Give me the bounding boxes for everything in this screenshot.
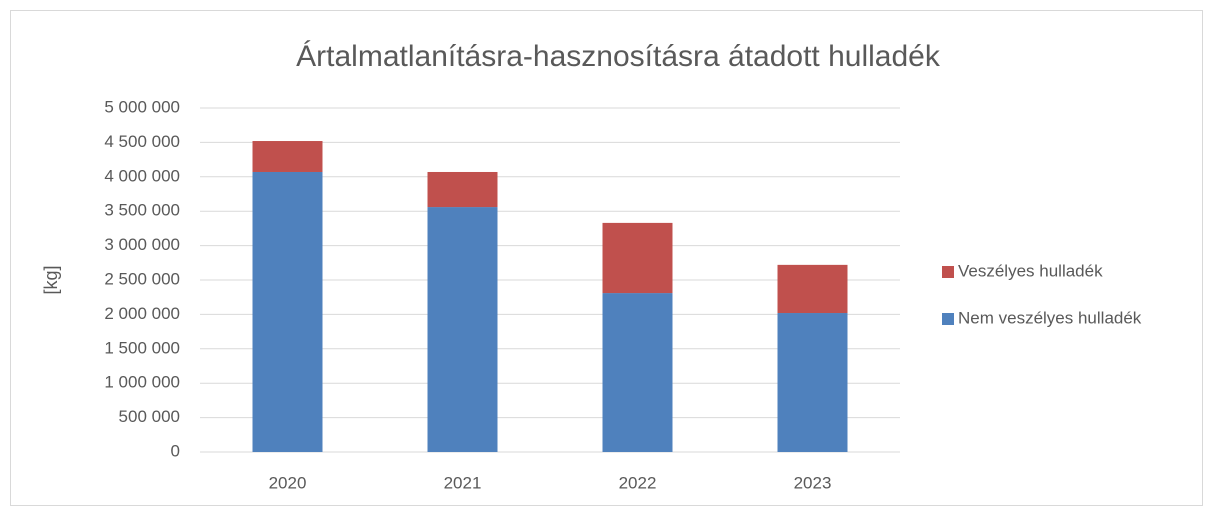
x-tick-label: 2021 bbox=[444, 473, 482, 492]
bar-segment bbox=[252, 171, 323, 452]
y-tick-label: 1 500 000 bbox=[104, 338, 180, 357]
bar-segment bbox=[252, 141, 323, 172]
chart-title: Ártalmatlanításra-hasznosításra átadott … bbox=[296, 40, 941, 73]
y-tick-label: 0 bbox=[171, 441, 180, 460]
y-tick-label: 500 000 bbox=[119, 407, 180, 426]
x-tick-label: 2022 bbox=[619, 473, 657, 492]
bar-segment bbox=[777, 313, 848, 452]
legend-swatch bbox=[942, 313, 954, 325]
y-tick-label: 5 000 000 bbox=[104, 97, 180, 116]
bar-segment bbox=[602, 293, 673, 452]
y-tick-label: 4 000 000 bbox=[104, 166, 180, 185]
x-tick-label: 2020 bbox=[269, 473, 307, 492]
y-tick-label: 2 000 000 bbox=[104, 304, 180, 323]
legend-swatch bbox=[942, 266, 954, 278]
bar-segment bbox=[427, 207, 498, 452]
legend-label: Veszélyes hulladék bbox=[958, 261, 1103, 280]
bar-segment bbox=[602, 222, 673, 294]
x-tick-label: 2023 bbox=[794, 473, 832, 492]
y-tick-label: 1 000 000 bbox=[104, 373, 180, 392]
y-tick-label: 4 500 000 bbox=[104, 132, 180, 151]
bar-segment bbox=[427, 171, 498, 208]
y-axis-label: [kg] bbox=[41, 265, 61, 294]
y-tick-label: 2 500 000 bbox=[104, 269, 180, 288]
y-tick-label: 3 500 000 bbox=[104, 201, 180, 220]
bar-segment bbox=[777, 264, 848, 314]
y-tick-label: 3 000 000 bbox=[104, 235, 180, 254]
legend-label: Nem veszélyes hulladék bbox=[958, 308, 1142, 327]
